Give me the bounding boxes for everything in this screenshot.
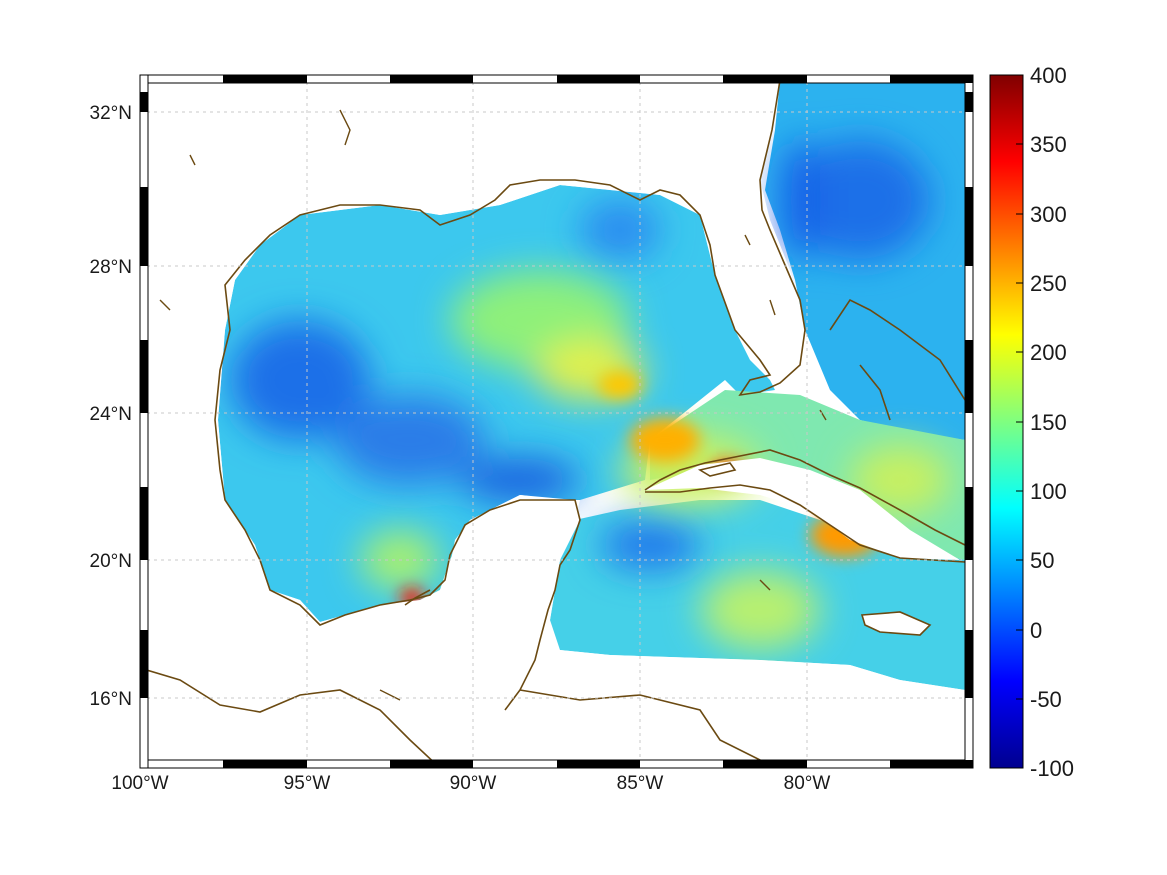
colorbar-label: 350 bbox=[1030, 132, 1067, 157]
x-tick-label: 100°W bbox=[111, 773, 168, 794]
x-tick-label: 95°W bbox=[284, 773, 331, 794]
atlantic-field bbox=[765, 80, 965, 440]
colorbar-label: 250 bbox=[1030, 271, 1067, 296]
y-tick-label: 16°N bbox=[90, 689, 132, 710]
land-mask bbox=[140, 75, 973, 768]
x-tick-label: 80°W bbox=[784, 773, 831, 794]
gulf-field bbox=[218, 185, 775, 622]
colorbar-label: 50 bbox=[1030, 548, 1054, 573]
y-tick-label: 24°N bbox=[90, 404, 132, 425]
y-tick-label: 32°N bbox=[90, 103, 132, 124]
y-tick-label: 20°N bbox=[90, 551, 132, 572]
colorbar-label: -100 bbox=[1030, 756, 1074, 781]
coastlines bbox=[140, 79, 966, 768]
colorbar-label: 0 bbox=[1030, 618, 1042, 643]
gridlines bbox=[140, 75, 973, 768]
map-frame bbox=[139, 74, 974, 769]
colorbar-label: 100 bbox=[1030, 479, 1067, 504]
y-tick-label: 28°N bbox=[90, 257, 132, 278]
colorbar-label: -50 bbox=[1030, 687, 1062, 712]
x-tick-label: 90°W bbox=[450, 773, 497, 794]
data-field bbox=[140, 75, 973, 768]
colorbar-label: 200 bbox=[1030, 340, 1067, 365]
x-axis-labels: 100°W 95°W 90°W 85°W 80°W bbox=[111, 773, 830, 794]
x-tick-label: 85°W bbox=[617, 773, 664, 794]
colorbar-label: 300 bbox=[1030, 202, 1067, 227]
colorbar-label: 400 bbox=[1030, 63, 1067, 88]
colorbar: 400 350 300 250 200 150 100 50 0 -50 -10… bbox=[989, 63, 1074, 781]
y-axis-labels: 32°N 28°N 24°N 20°N 16°N bbox=[90, 103, 132, 710]
colorbar-label: 150 bbox=[1030, 410, 1067, 435]
